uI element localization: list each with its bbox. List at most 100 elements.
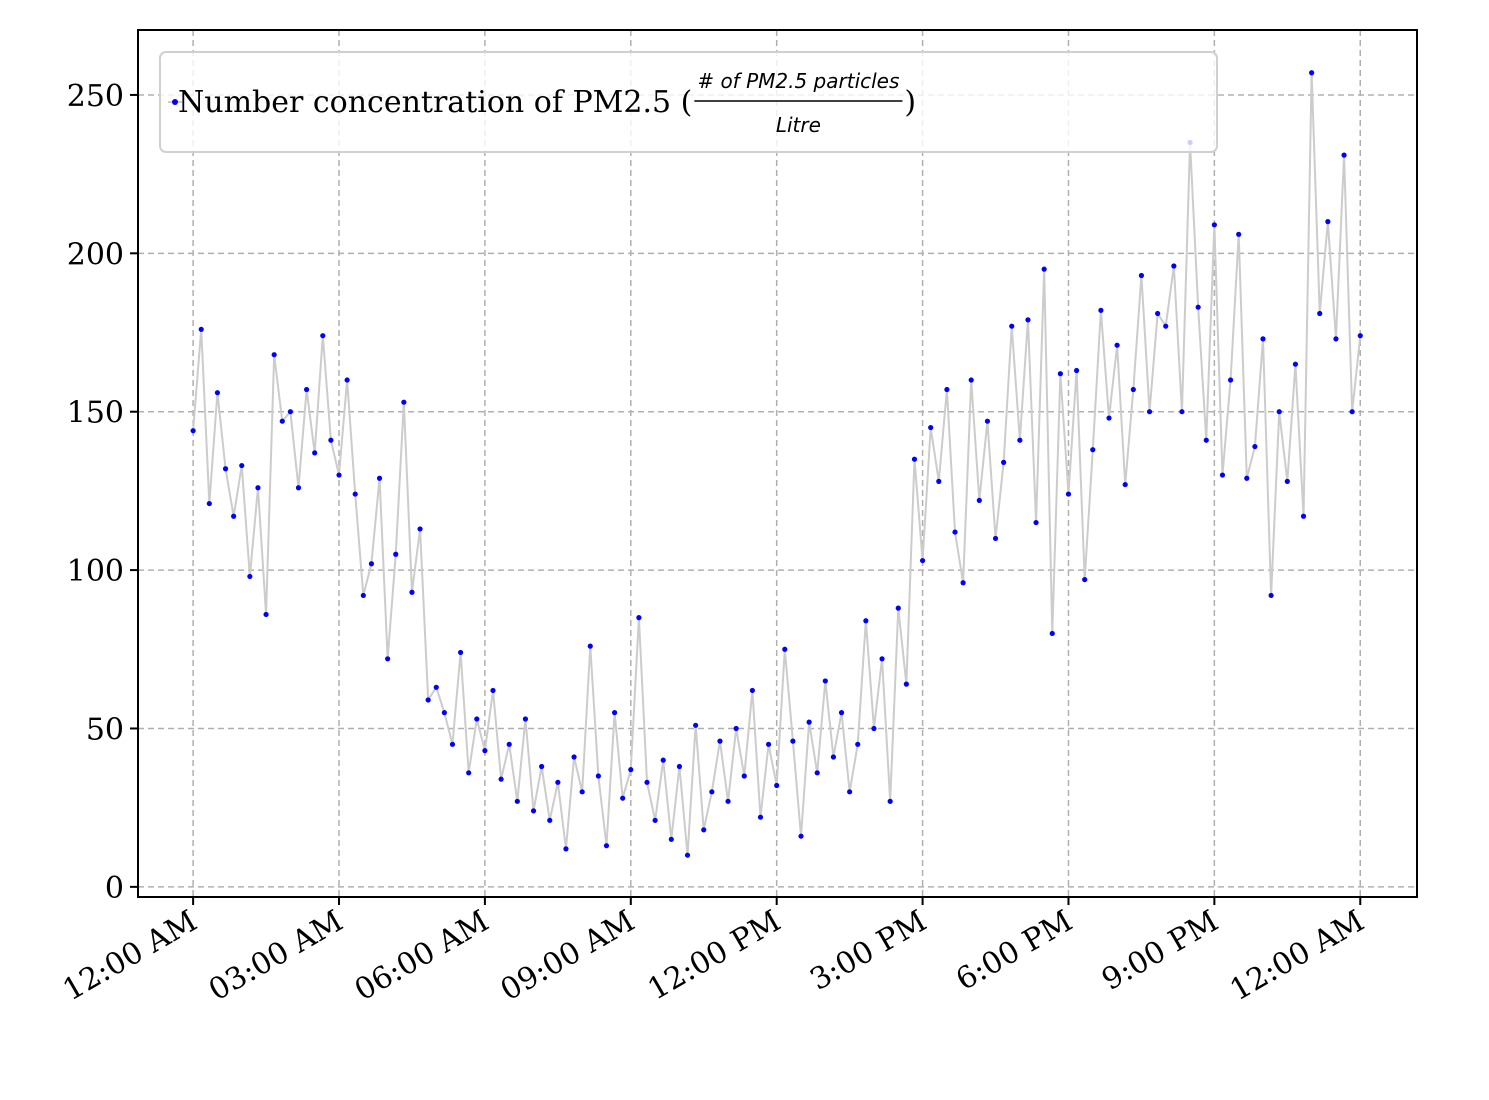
legend-label: Number concentration of PM2.5 ( — [178, 85, 692, 120]
data-point — [1357, 333, 1363, 339]
data-point — [425, 697, 431, 703]
data-point — [652, 817, 658, 823]
data-point — [401, 399, 407, 405]
data-point — [814, 770, 820, 776]
data-point — [239, 462, 245, 469]
legend-marker — [172, 99, 178, 105]
y-tick-label: 150 — [67, 396, 124, 431]
data-point — [279, 418, 285, 424]
data-point — [790, 738, 796, 744]
legend: Number concentration of PM2.5 ( # of PM2… — [159, 51, 1218, 153]
data-point — [1171, 263, 1177, 269]
data-point — [1017, 437, 1023, 443]
data-point — [984, 418, 991, 424]
data-point — [555, 779, 561, 785]
data-point — [1179, 409, 1185, 415]
data-point — [636, 615, 642, 621]
data-point — [1252, 443, 1258, 450]
data-point — [895, 605, 901, 611]
legend-label-end: ) — [904, 85, 916, 120]
data-point — [838, 710, 845, 716]
data-point — [911, 456, 918, 462]
data-point — [1025, 317, 1031, 323]
data-point — [1227, 377, 1234, 383]
data-point — [1073, 367, 1080, 374]
data-point — [1325, 219, 1331, 225]
data-point — [611, 710, 618, 716]
data-point — [620, 795, 626, 801]
data-point — [295, 485, 302, 491]
data-point — [709, 789, 715, 795]
data-point — [231, 513, 237, 519]
data-point — [287, 409, 293, 415]
data-point — [1163, 323, 1169, 329]
data-point — [441, 710, 447, 716]
data-point — [1138, 272, 1145, 279]
data-point — [1341, 152, 1347, 158]
data-point — [733, 725, 739, 732]
data-point — [765, 741, 772, 747]
data-point — [603, 843, 610, 849]
data-point — [863, 618, 869, 624]
data-point — [684, 852, 691, 858]
data-point — [1203, 437, 1209, 443]
data-point — [198, 326, 204, 332]
data-point — [263, 611, 269, 618]
data-point — [644, 779, 650, 785]
y-tick-label: 200 — [67, 237, 124, 272]
data-point — [1244, 475, 1250, 481]
data-point — [1122, 481, 1128, 488]
data-point — [871, 725, 877, 732]
data-point — [676, 763, 683, 770]
data-point — [1276, 409, 1282, 415]
data-point — [449, 741, 456, 747]
data-point — [409, 589, 415, 595]
data-point — [320, 333, 326, 339]
data-point — [992, 535, 999, 542]
legend-denominator: Litre — [776, 113, 821, 137]
data-point — [660, 757, 666, 763]
data-point — [1146, 409, 1153, 415]
legend-numerator: # of PM2.5 particles — [697, 69, 899, 93]
data-point — [1001, 459, 1007, 465]
data-point — [376, 475, 383, 481]
data-point — [968, 377, 974, 383]
data-point — [514, 798, 520, 804]
data-point — [352, 491, 358, 497]
data-point — [385, 656, 391, 662]
data-point — [530, 808, 537, 814]
data-point — [1098, 307, 1104, 313]
data-point — [1041, 266, 1047, 272]
data-point — [1260, 336, 1266, 342]
data-point — [1268, 592, 1274, 599]
data-point — [879, 656, 885, 662]
data-point — [1049, 630, 1055, 637]
data-point — [1155, 310, 1161, 317]
data-point — [498, 776, 504, 782]
data-point — [571, 754, 577, 760]
data-point — [936, 478, 942, 484]
data-point — [1033, 519, 1039, 526]
data-point — [976, 497, 982, 504]
data-point — [668, 836, 674, 842]
data-point — [693, 722, 699, 728]
y-tick-label: 50 — [86, 712, 124, 747]
data-point — [1130, 386, 1136, 393]
data-point — [1114, 342, 1120, 348]
data-point — [247, 573, 253, 580]
data-point — [547, 817, 553, 823]
data-point — [887, 798, 893, 804]
data-point — [393, 551, 399, 557]
data-point — [360, 592, 366, 599]
data-point — [1065, 491, 1072, 497]
data-point — [222, 466, 229, 472]
y-tick-label: 0 — [105, 871, 124, 906]
data-point — [806, 719, 812, 725]
data-point — [717, 738, 723, 744]
data-point — [1300, 513, 1307, 519]
data-point — [1317, 310, 1323, 317]
data-point — [928, 424, 934, 431]
data-point — [952, 529, 958, 535]
data-point — [1333, 336, 1339, 342]
data-point — [741, 773, 747, 779]
